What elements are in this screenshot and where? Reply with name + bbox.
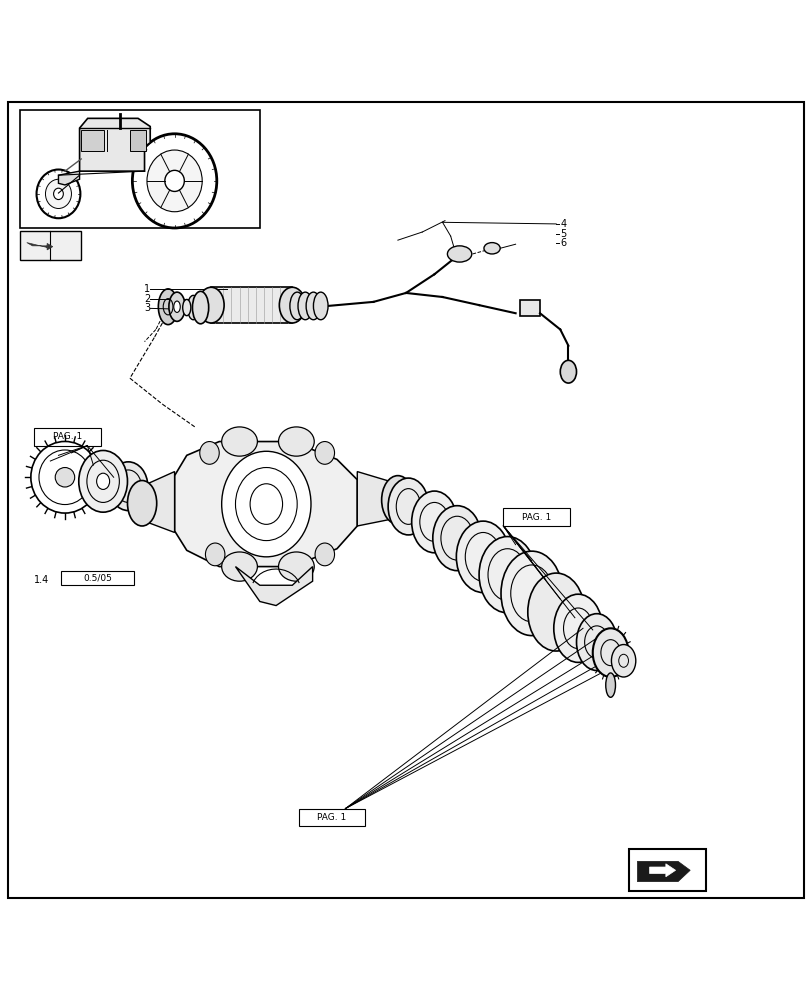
Bar — [34, 428, 101, 446]
Ellipse shape — [381, 476, 414, 524]
Bar — [298, 809, 365, 826]
Ellipse shape — [432, 506, 481, 571]
Ellipse shape — [127, 481, 157, 526]
Ellipse shape — [221, 427, 257, 456]
Ellipse shape — [592, 628, 628, 677]
Ellipse shape — [198, 287, 224, 323]
Ellipse shape — [97, 473, 109, 489]
Ellipse shape — [306, 292, 320, 320]
Text: 0.5/05: 0.5/05 — [83, 573, 112, 582]
Bar — [20, 110, 260, 228]
Ellipse shape — [200, 442, 219, 464]
Ellipse shape — [278, 552, 314, 581]
Ellipse shape — [205, 543, 225, 566]
Polygon shape — [649, 864, 675, 877]
Polygon shape — [27, 243, 53, 250]
Ellipse shape — [478, 537, 535, 613]
Polygon shape — [235, 567, 312, 606]
Ellipse shape — [447, 246, 471, 262]
Ellipse shape — [553, 594, 602, 662]
Ellipse shape — [182, 299, 191, 316]
Text: 1.4: 1.4 — [34, 575, 49, 585]
Ellipse shape — [560, 360, 576, 383]
Text: 3: 3 — [144, 303, 150, 313]
Ellipse shape — [31, 441, 99, 513]
Ellipse shape — [298, 292, 312, 320]
Ellipse shape — [45, 179, 71, 208]
Text: 6: 6 — [560, 238, 566, 248]
Ellipse shape — [55, 468, 75, 487]
Ellipse shape — [169, 292, 185, 321]
Ellipse shape — [158, 289, 178, 325]
Text: PAG. 1: PAG. 1 — [317, 813, 346, 822]
Bar — [130, 130, 146, 151]
Ellipse shape — [456, 521, 509, 593]
Ellipse shape — [483, 243, 500, 254]
Bar — [61, 571, 134, 585]
Text: 1: 1 — [144, 284, 150, 294]
Ellipse shape — [132, 134, 217, 228]
Ellipse shape — [315, 442, 334, 464]
Ellipse shape — [109, 462, 148, 511]
Bar — [629, 849, 706, 891]
Ellipse shape — [611, 645, 635, 677]
Polygon shape — [79, 118, 150, 171]
Polygon shape — [174, 442, 357, 567]
Ellipse shape — [279, 287, 305, 323]
Ellipse shape — [165, 170, 184, 191]
Ellipse shape — [221, 552, 257, 581]
Ellipse shape — [576, 614, 616, 671]
Ellipse shape — [54, 188, 63, 200]
Ellipse shape — [192, 291, 208, 324]
Ellipse shape — [500, 551, 562, 636]
Bar — [211, 287, 292, 323]
Ellipse shape — [187, 295, 199, 320]
Ellipse shape — [147, 150, 202, 212]
Ellipse shape — [221, 451, 311, 557]
Bar — [20, 231, 81, 260]
Bar — [519, 300, 539, 316]
Text: 2: 2 — [144, 294, 150, 304]
Ellipse shape — [605, 673, 615, 697]
Ellipse shape — [527, 573, 584, 651]
Text: PAG. 1: PAG. 1 — [53, 432, 82, 441]
Ellipse shape — [315, 543, 334, 566]
Text: 4: 4 — [560, 219, 566, 229]
Bar — [81, 130, 104, 151]
Ellipse shape — [290, 292, 304, 320]
Ellipse shape — [79, 450, 127, 512]
Bar — [503, 508, 569, 526]
Text: 5: 5 — [560, 229, 566, 239]
Polygon shape — [357, 472, 397, 526]
Polygon shape — [58, 171, 79, 185]
Polygon shape — [637, 861, 689, 882]
Ellipse shape — [388, 478, 428, 535]
Text: PAG. 1: PAG. 1 — [521, 513, 551, 522]
Ellipse shape — [174, 301, 180, 312]
Polygon shape — [142, 472, 174, 532]
Ellipse shape — [278, 427, 314, 456]
Ellipse shape — [313, 292, 328, 320]
Ellipse shape — [411, 491, 457, 553]
Ellipse shape — [36, 170, 80, 218]
